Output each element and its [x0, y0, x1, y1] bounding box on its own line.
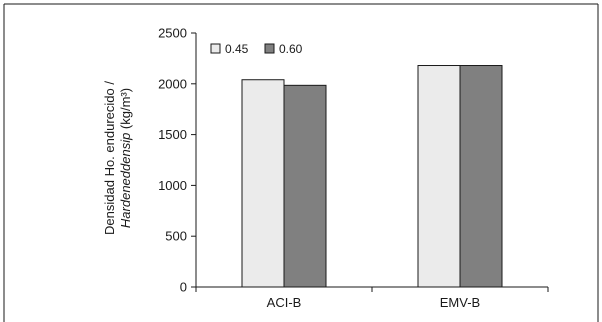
x-category-label: EMV-B [440, 295, 480, 310]
y-tick-label: 2000 [158, 76, 187, 91]
legend-label: 0.60 [279, 42, 303, 56]
bar-emv-b-045 [417, 65, 461, 288]
y-tick-label: 500 [165, 229, 187, 244]
legend: 0.45 0.60 [210, 42, 303, 56]
legend-swatch [210, 43, 221, 54]
y-axis-title-line2: Hardeneddensip (kg/m³) [118, 88, 133, 228]
x-category-label: ACI-B [267, 295, 302, 310]
y-axis-title-unit: (kg/m³) [118, 88, 133, 133]
plot-area: 0 500 1000 1500 2000 2500 ACI-B EMV-B [158, 26, 549, 310]
y-tick-label: 1000 [158, 178, 187, 193]
legend-swatch [264, 43, 275, 54]
bar-aci-b-045 [241, 79, 285, 288]
y-tick-label: 2500 [158, 26, 187, 41]
y-tick-label: 1500 [158, 127, 187, 142]
bar-emv-b-060 [459, 65, 503, 288]
y-tick-label: 0 [180, 280, 187, 295]
bar-aci-b-060 [283, 84, 327, 288]
y-axis-title-line1: Densidad Ho. endurecido / [102, 81, 117, 235]
legend-label: 0.45 [225, 42, 249, 56]
y-axis-title-italic: Hardeneddensip [118, 133, 133, 228]
